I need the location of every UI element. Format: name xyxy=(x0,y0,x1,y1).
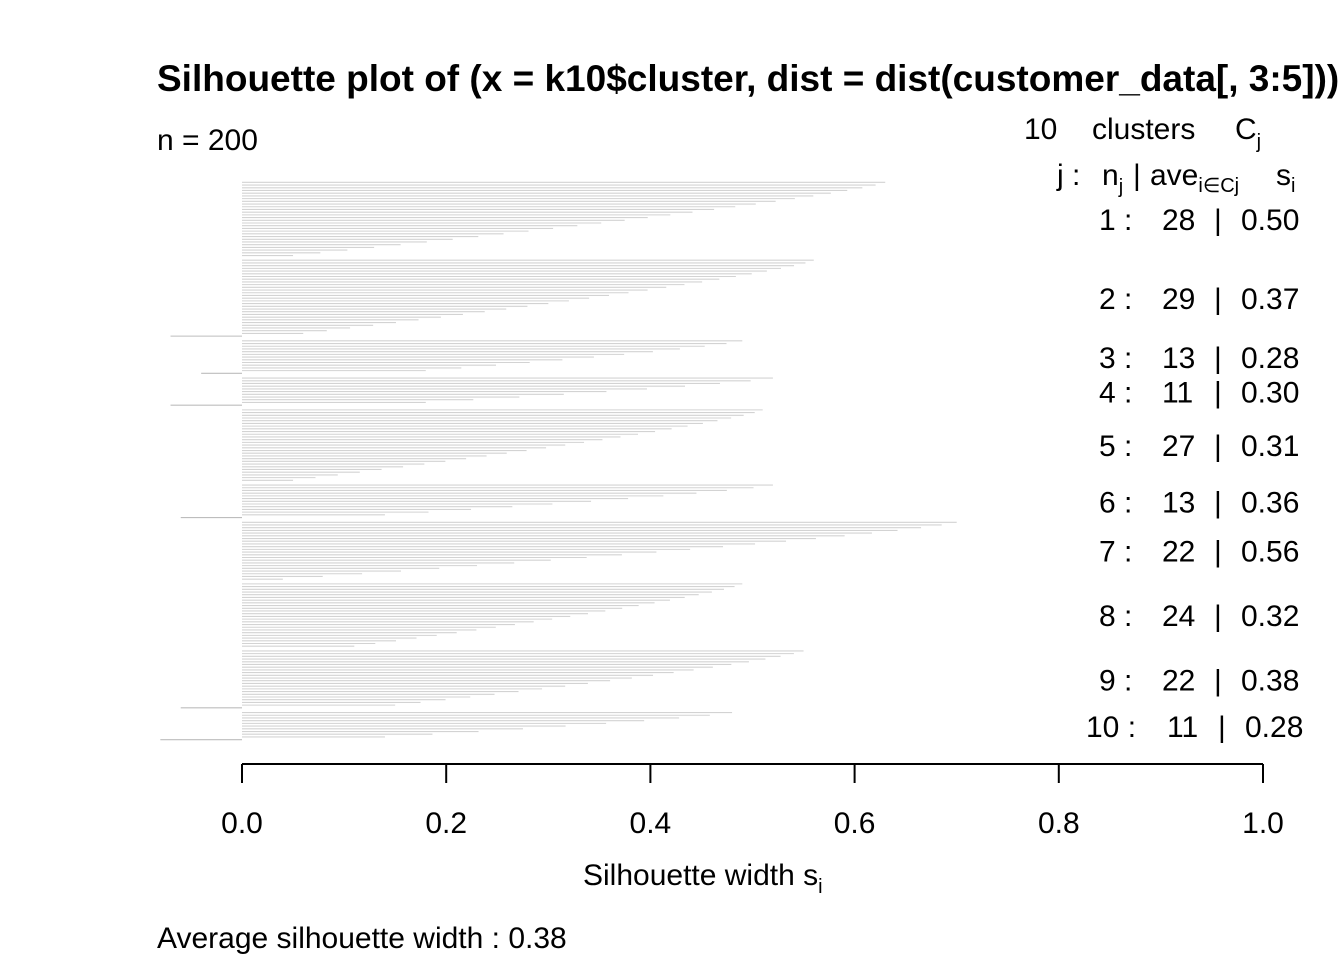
x-tick-label: 0.6 xyxy=(834,807,876,840)
header-ave: avei∈Cj xyxy=(1150,159,1239,197)
x-axis: 0.0 0.2 0.4 0.6 0.8 1.0 xyxy=(221,763,1284,840)
clusters-word: clusters xyxy=(1092,113,1195,146)
x-axis-label: Silhouette width si xyxy=(583,859,823,898)
cluster-size: 13 xyxy=(1162,342,1195,375)
cluster-size: 24 xyxy=(1162,600,1195,633)
cluster-label: 6 : xyxy=(1099,486,1132,519)
x-tick-label: 0.8 xyxy=(1038,807,1080,840)
chart-title: Silhouette plot of (x = k10$cluster, dis… xyxy=(157,58,1339,99)
cluster-average: 0.28 xyxy=(1241,342,1299,375)
cluster-average: 0.28 xyxy=(1245,711,1303,744)
cluster-label: 10 : xyxy=(1086,711,1136,744)
cluster-label: 9 : xyxy=(1099,664,1132,697)
cluster-average: 0.30 xyxy=(1241,377,1299,410)
cluster-symbol: Cj xyxy=(1235,113,1261,153)
cluster-size: 22 xyxy=(1162,536,1195,569)
header-j: j : xyxy=(1056,159,1080,192)
cluster-label: 8 : xyxy=(1099,600,1132,633)
header-separator: | xyxy=(1133,159,1141,192)
cluster-separator: | xyxy=(1218,711,1226,744)
cluster-separator: | xyxy=(1214,377,1222,410)
silhouette-bars xyxy=(160,181,957,741)
cluster-size: 13 xyxy=(1162,486,1195,519)
cluster-average: 0.50 xyxy=(1241,204,1299,237)
cluster-count: 10 xyxy=(1024,113,1057,146)
x-tick-label: 0.2 xyxy=(425,807,467,840)
cluster-label: 4 : xyxy=(1099,377,1132,410)
cluster-separator: | xyxy=(1214,486,1222,519)
cluster-size: 22 xyxy=(1162,664,1195,697)
x-tick-label: 0.4 xyxy=(630,807,672,840)
cluster-size: 28 xyxy=(1162,204,1195,237)
cluster-separator: | xyxy=(1214,204,1222,237)
cluster-separator: | xyxy=(1214,664,1222,697)
cluster-average: 0.36 xyxy=(1241,486,1299,519)
header-si: si xyxy=(1276,159,1295,197)
average-silhouette-footer: Average silhouette width : 0.38 xyxy=(157,922,567,955)
cluster-average: 0.31 xyxy=(1241,430,1299,463)
cluster-separator: | xyxy=(1214,342,1222,375)
cluster-separator: | xyxy=(1214,536,1222,569)
cluster-average: 0.32 xyxy=(1241,600,1299,633)
x-tick-label: 0.0 xyxy=(221,807,263,840)
cluster-label: 1 : xyxy=(1099,204,1132,237)
cluster-average: 0.38 xyxy=(1241,664,1299,697)
cluster-label: 2 : xyxy=(1099,283,1132,316)
cluster-label: 3 : xyxy=(1099,342,1132,375)
cluster-size: 27 xyxy=(1162,430,1195,463)
cluster-separator: | xyxy=(1214,283,1222,316)
cluster-size: 11 xyxy=(1167,711,1198,744)
cluster-separator: | xyxy=(1214,430,1222,463)
cluster-separator: | xyxy=(1214,600,1222,633)
x-tick-label: 1.0 xyxy=(1242,807,1284,840)
cluster-size: 11 xyxy=(1162,377,1193,410)
cluster-average: 0.56 xyxy=(1241,536,1299,569)
sample-size-label: n = 200 xyxy=(157,124,258,157)
cluster-label: 5 : xyxy=(1099,430,1132,463)
cluster-label: 7 : xyxy=(1099,536,1132,569)
header-nj: nj xyxy=(1102,159,1123,198)
cluster-size: 29 xyxy=(1162,283,1195,316)
cluster-average: 0.37 xyxy=(1241,283,1299,316)
cluster-stat-labels: 1 : 28 | 0.50 2 : 29 | 0.37 3 : 13 | 0.28 4 : 11 | 0.30… xyxy=(1086,204,1303,744)
